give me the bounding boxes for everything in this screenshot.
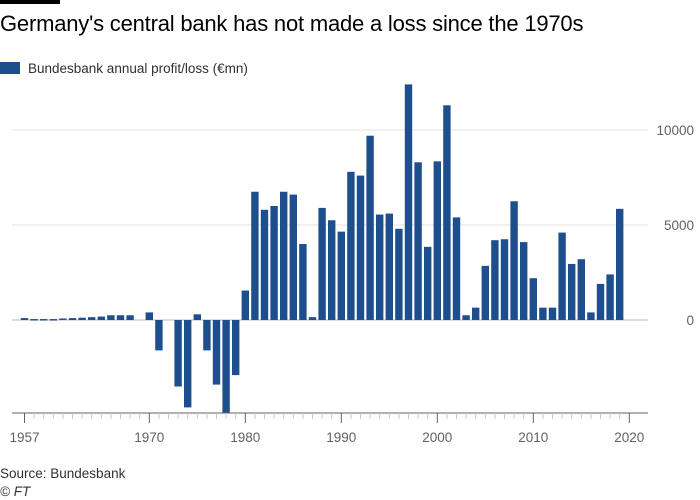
bar-1984: 1984: 6750 [280, 191, 288, 320]
bar-1966: 1966: 250 [107, 315, 115, 320]
bar-1982: 1982: 5800 [260, 209, 269, 320]
bar-1975: 1975: 300 [193, 314, 201, 320]
bar-1991: 1991: 7800 [347, 171, 355, 320]
chart-title: Germany's central bank has not made a lo… [0, 11, 584, 36]
bar-1980: 1980: 1550 [241, 290, 249, 320]
bar-2012: 2012: 650 [548, 307, 557, 320]
bar-1968: 1968: 250 [126, 315, 134, 320]
bar-1979: 1979: -2900 [232, 320, 240, 376]
y-tick-label: 5000 [664, 218, 694, 233]
bar-1965: 1965: 180 [97, 316, 105, 320]
bar-1985: 1985: 6600 [289, 194, 297, 320]
bar-chart: 1957: 1001958: 501959: 501960: 501961: 8… [9, 84, 694, 445]
bar-2001: 2001: 11300 [443, 105, 451, 320]
bar-2010: 2010: 2200 [529, 278, 537, 320]
x-tick-label: 1980 [230, 430, 260, 445]
bar-1996: 1996: 4800 [395, 228, 403, 320]
bar-2015: 2015: 3200 [577, 259, 585, 320]
bar-1957: 1957: 100 [20, 318, 29, 320]
bar-1976: 1976: -1600 [203, 320, 211, 351]
x-tick-label: 1970 [134, 430, 164, 445]
bar-1988: 1988: 5900 [318, 207, 326, 320]
legend-label: Bundesbank annual profit/loss (€mn) [28, 60, 248, 76]
bar-1995: 1995: 5600 [385, 213, 393, 320]
bar-2003: 2003: 250 [462, 315, 470, 320]
bar-2006: 2006: 4200 [491, 240, 499, 320]
legend-swatch [0, 62, 20, 74]
bar-1978: 1978: -4900 [222, 320, 230, 414]
bar-1983: 1983: 6000 [270, 206, 278, 320]
bar-1958: 1958: 50 [30, 319, 38, 321]
bar-2000: 2000: 8350 [433, 161, 441, 320]
bar-1967: 1967: 250 [116, 315, 125, 320]
x-tick-label: 2000 [422, 430, 452, 445]
bar-1986: 1986: 4000 [299, 244, 307, 320]
legend: Bundesbank annual profit/loss (€mn) [0, 60, 248, 76]
bar-2002: 2002: 5400 [452, 217, 461, 320]
bar-1973: 1973: -3500 [174, 320, 182, 387]
brand-bar [0, 0, 60, 4]
bar-1993: 1993: 9700 [366, 135, 374, 320]
bar-2004: 2004: 650 [472, 307, 480, 320]
bar-1964: 1964: 150 [88, 317, 96, 320]
bar-2014: 2014: 2950 [568, 263, 576, 320]
credit-note: © FT [0, 484, 31, 499]
bar-1994: 1994: 5550 [376, 214, 384, 320]
bar-1970: 1970: 400 [145, 312, 153, 320]
bar-2013: 2013: 4600 [558, 232, 566, 320]
bar-2005: 2005: 2850 [481, 265, 489, 320]
bar-1977: 1977: -3400 [212, 320, 221, 385]
axes: 0 5000 10000 1957 1970 1980 1990 2000 2010 2020 [9, 123, 694, 445]
bars: 1957: 1001958: 501959: 501960: 501961: 8… [20, 84, 624, 414]
bar-2017: 2017: 1900 [596, 283, 605, 320]
bar-1997: 1997: 12400 [404, 84, 413, 321]
bar-1990: 1990: 4650 [337, 231, 345, 320]
y-tick-label: 0 [686, 313, 694, 328]
bar-2019: 2019: 5850 [616, 208, 624, 320]
bar-1999: 1999: 3850 [424, 246, 432, 320]
y-tick-label: 10000 [656, 123, 694, 138]
x-tick-label: 2020 [614, 430, 644, 445]
bar-2016: 2016: 400 [587, 312, 595, 320]
bar-1974: 1974: -4600 [184, 320, 192, 408]
bar-1989: 1989: 5250 [328, 220, 336, 320]
bar-1981: 1981: 6750 [251, 191, 259, 320]
bar-1998: 1998: 8300 [414, 162, 422, 320]
bar-1959: 1959: 50 [40, 319, 48, 321]
x-tick-label: 2010 [518, 430, 548, 445]
bar-2018: 2018: 2400 [606, 274, 614, 320]
x-tick-label: 1990 [326, 430, 356, 445]
bar-1987: 1987: 150 [308, 317, 317, 320]
bar-2011: 2011: 650 [539, 307, 547, 320]
bar-1962: 1962: 100 [68, 318, 77, 320]
bar-1961: 1961: 80 [59, 318, 67, 320]
bar-2009: 2009: 4100 [520, 242, 528, 320]
bar-1960: 1960: 50 [49, 319, 57, 321]
bar-1971: 1971: -1600 [155, 320, 163, 351]
bar-1992: 1992: 7600 [356, 175, 365, 320]
bar-2007: 2007: 4250 [500, 239, 509, 320]
x-tick-label: 1957 [9, 430, 39, 445]
source-note: Source: Bundesbank [0, 466, 126, 481]
bar-1963: 1963: 120 [78, 317, 86, 320]
bar-2008: 2008: 6250 [510, 201, 518, 320]
